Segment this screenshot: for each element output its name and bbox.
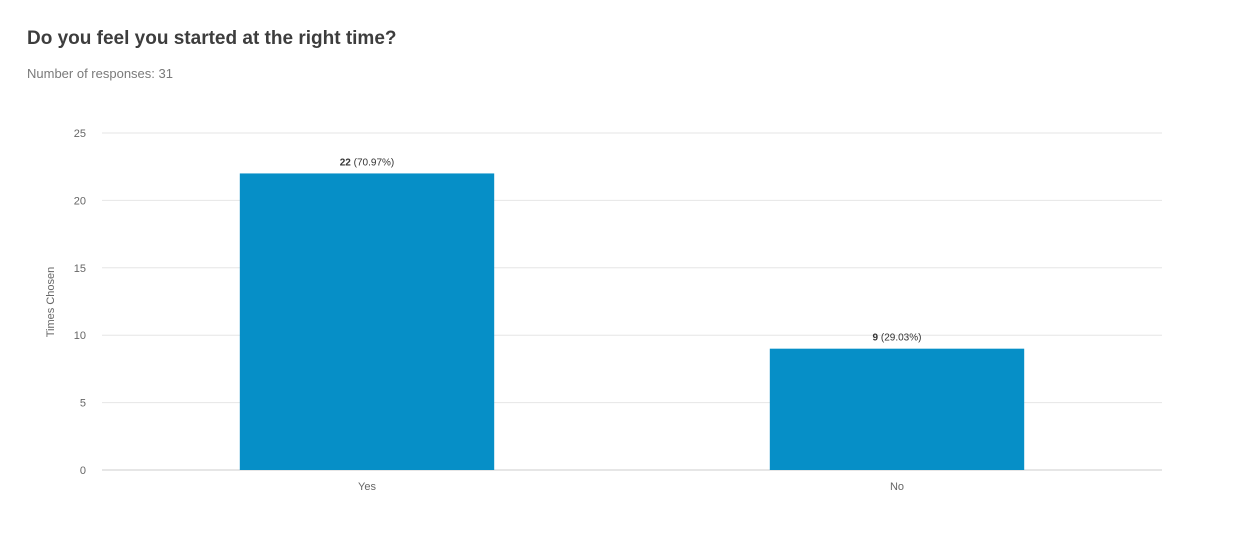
data-labels: 22 (70.97%) 9 (29.03%) [340, 157, 922, 343]
y-tick-label: 15 [74, 263, 86, 275]
bars [239, 173, 1025, 470]
y-tick-label: 25 [74, 128, 86, 140]
bar-yes[interactable] [239, 173, 495, 470]
question-title: Do you feel you started at the right tim… [27, 28, 397, 49]
y-axis-ticks: 0 5 10 15 20 25 [74, 128, 86, 477]
bar-no[interactable] [769, 348, 1025, 470]
x-axis-ticks: Yes No [358, 481, 904, 493]
y-axis-title: Times Chosen [45, 267, 57, 338]
y-tick-label: 20 [74, 195, 86, 207]
y-tick-label: 5 [80, 398, 86, 410]
y-tick-label: 0 [80, 465, 86, 477]
y-tick-label: 10 [74, 330, 86, 342]
response-count: Number of responses: 31 [27, 66, 173, 81]
x-tick-label-no: No [890, 481, 904, 493]
data-label-yes: 22 (70.97%) [340, 157, 394, 168]
data-label-no: 9 (29.03%) [873, 333, 922, 344]
x-tick-label-yes: Yes [358, 481, 376, 493]
